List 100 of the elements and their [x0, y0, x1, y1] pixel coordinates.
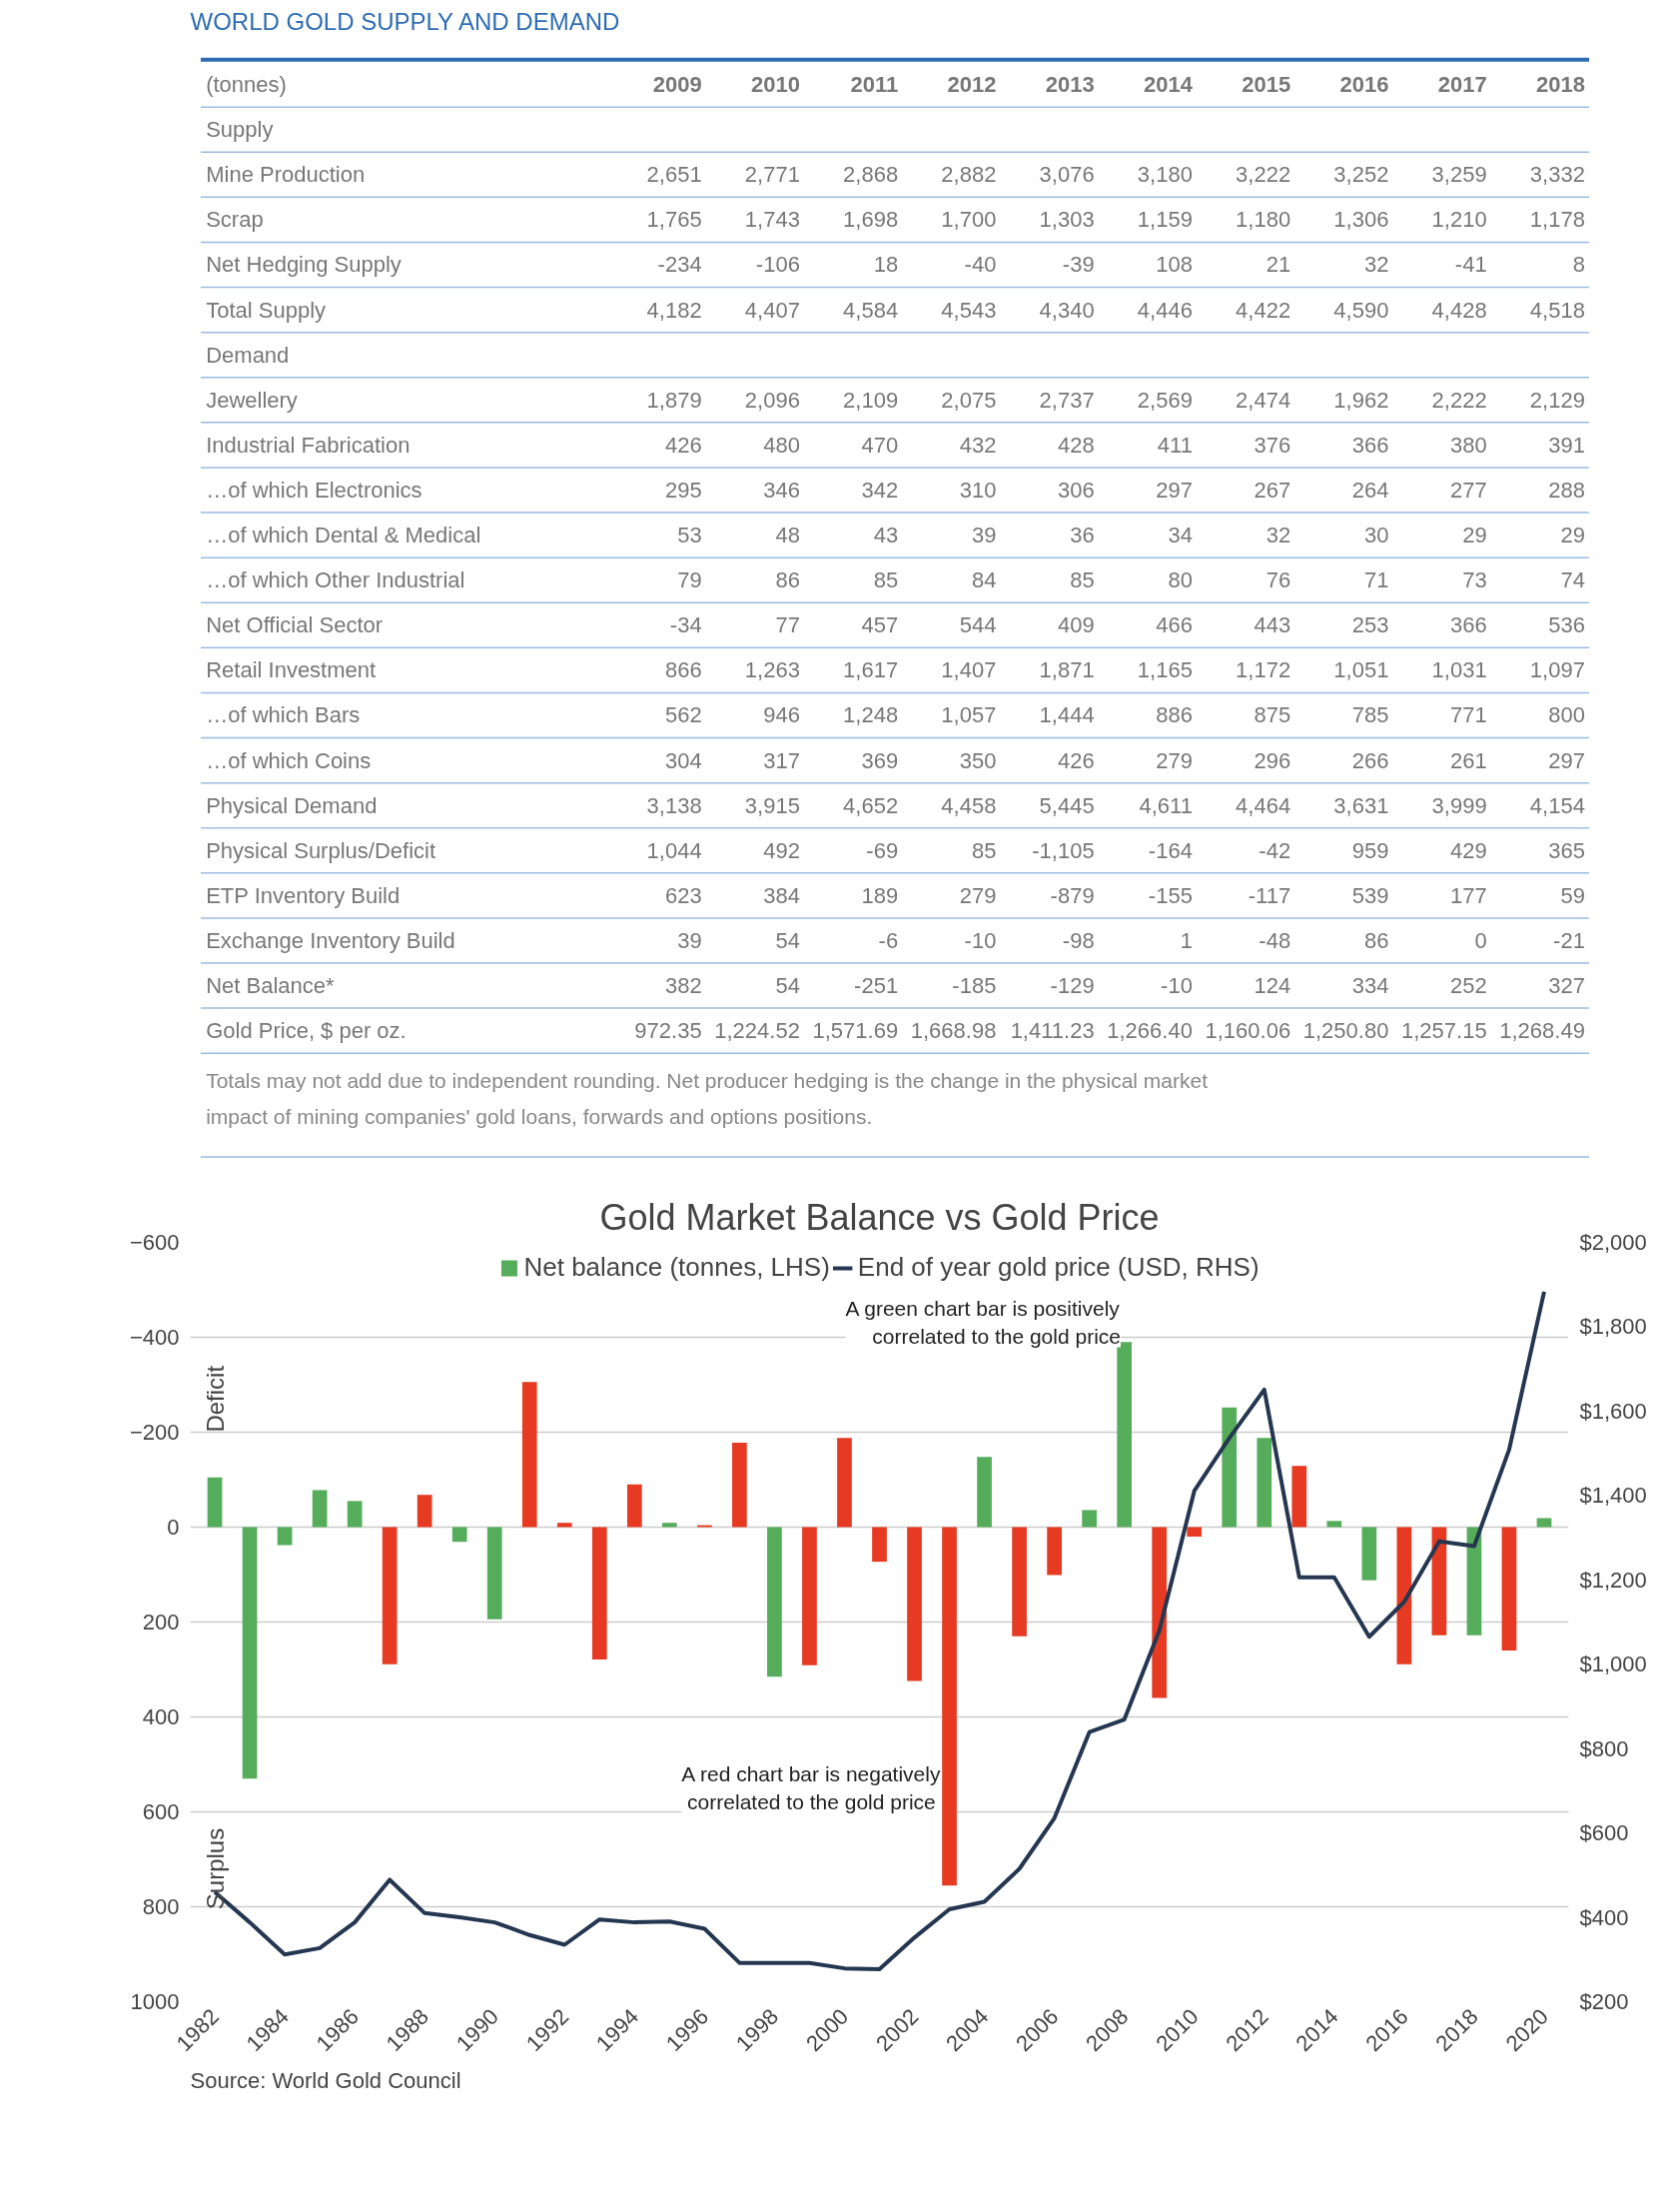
bar [521, 1382, 537, 1528]
y2-tick-label: $1,800 [1579, 1314, 1647, 1340]
chart-title: Gold Market Balance vs Gold Price [599, 1196, 1160, 1238]
data-label: 54 [775, 927, 800, 953]
data-label: 443 [1254, 612, 1291, 638]
data-label: 327 [1548, 973, 1585, 999]
bar [591, 1527, 607, 1660]
data-label: 4,446 [1137, 297, 1193, 323]
y2-tick-label: $200 [1579, 1989, 1629, 2014]
data-label: 366 [1351, 432, 1389, 458]
data-label: -106 [755, 252, 800, 278]
data-label: 1,266.40 [1107, 1018, 1193, 1044]
data-label: 1,250.80 [1302, 1018, 1389, 1044]
x-tick-label: 2014 [1143, 72, 1194, 98]
data-label: -48 [1259, 927, 1291, 953]
data-label: -98 [1062, 927, 1095, 953]
bar [1431, 1527, 1447, 1636]
data-label: 1,698 [843, 207, 899, 233]
data-label: 1,224.52 [714, 1018, 800, 1044]
data-label: -155 [1148, 882, 1193, 908]
data-label: 2,474 [1236, 387, 1291, 413]
data-label: 346 [763, 477, 800, 503]
data-label: 562 [664, 702, 702, 728]
data-label: 771 [1449, 702, 1487, 728]
bar [1222, 1407, 1238, 1528]
data-label: 350 [959, 747, 997, 773]
data-label: 623 [664, 882, 702, 908]
y-tick-label: Scrap [206, 207, 264, 233]
bar [1396, 1527, 1412, 1664]
data-label: 3,631 [1333, 792, 1389, 818]
data-label: 4,182 [646, 297, 702, 323]
data-label: 296 [1254, 747, 1291, 773]
data-label: 1,031 [1431, 657, 1487, 683]
data-label: 4,584 [843, 297, 899, 323]
data-label: 466 [1156, 612, 1193, 638]
data-label: 886 [1156, 702, 1193, 728]
data-label: 74 [1560, 567, 1585, 593]
data-label: 1,165 [1137, 657, 1193, 683]
bar [556, 1523, 572, 1528]
y2-tick-label: $1,400 [1579, 1483, 1647, 1509]
data-label: 2,569 [1137, 387, 1193, 413]
data-label: 1,160.06 [1205, 1018, 1291, 1044]
data-label: 1,097 [1529, 657, 1585, 683]
data-label: 1,257.15 [1400, 1018, 1487, 1044]
data-label: 4,590 [1333, 297, 1389, 323]
y-tick-label: Retail Investment [206, 657, 377, 683]
bar [837, 1438, 852, 1528]
data-label: 29 [1462, 523, 1487, 549]
data-label: -40 [964, 252, 997, 278]
data-label: 85 [1070, 567, 1095, 593]
bar [451, 1527, 467, 1543]
data-label: 48 [775, 523, 800, 549]
y-tick-label: …of which Bars [206, 702, 361, 728]
y-tick-label: −600 [129, 1230, 180, 1255]
y2-tick-label: $1,200 [1579, 1567, 1647, 1593]
data-label: 3,180 [1137, 162, 1193, 188]
data-label: 2,109 [843, 387, 899, 413]
data-label: 53 [677, 523, 702, 549]
data-label: 317 [763, 747, 800, 773]
data-label: 544 [959, 612, 997, 638]
bar [907, 1527, 922, 1681]
y-tick-label: 600 [142, 1799, 180, 1824]
data-label: 4,340 [1039, 297, 1095, 323]
data-label: 428 [1057, 432, 1095, 458]
source-note: Source: World Gold Council [190, 2067, 461, 2093]
data-label: -1,105 [1032, 837, 1095, 863]
data-label: 369 [861, 747, 899, 773]
bar [732, 1442, 747, 1528]
data-label: -41 [1454, 252, 1487, 278]
data-label: 2,222 [1431, 387, 1487, 413]
data-label: 1,962 [1333, 387, 1389, 413]
y-tick-label: Industrial Fabrication [206, 432, 411, 458]
data-label: 1,306 [1333, 207, 1389, 233]
bar [661, 1523, 677, 1528]
data-label: 1 [1180, 927, 1193, 953]
data-label: 297 [1548, 747, 1585, 773]
bar [207, 1477, 223, 1528]
y2-tick-label: $400 [1579, 1904, 1629, 1930]
data-label: 365 [1548, 837, 1585, 863]
data-label: 875 [1254, 702, 1291, 728]
data-label: 3,332 [1529, 162, 1585, 188]
data-label: 310 [959, 477, 997, 503]
data-label: 267 [1254, 477, 1291, 503]
data-label: 1,172 [1236, 657, 1291, 683]
y-tick-label: Jewellery [206, 387, 298, 413]
annotation: Deficit [202, 1365, 229, 1433]
data-label: 457 [861, 612, 899, 638]
bar [1291, 1466, 1307, 1528]
data-label: 4,464 [1236, 792, 1291, 818]
data-label: 73 [1462, 567, 1487, 593]
data-label: 4,428 [1431, 297, 1487, 323]
text: WORLD GOLD SUPPLY AND DEMAND [190, 7, 620, 35]
y2-tick-label: $1,600 [1579, 1398, 1647, 1424]
y2-tick-label: $2,000 [1579, 1230, 1647, 1255]
data-label: 71 [1363, 567, 1389, 593]
data-label: 1,178 [1529, 207, 1585, 233]
data-label: 4,543 [941, 297, 997, 323]
y-tick-label: Exchange Inventory Build [206, 927, 455, 953]
x-tick-label: 2013 [1045, 72, 1095, 98]
data-label: 1,411.23 [1010, 1018, 1095, 1044]
